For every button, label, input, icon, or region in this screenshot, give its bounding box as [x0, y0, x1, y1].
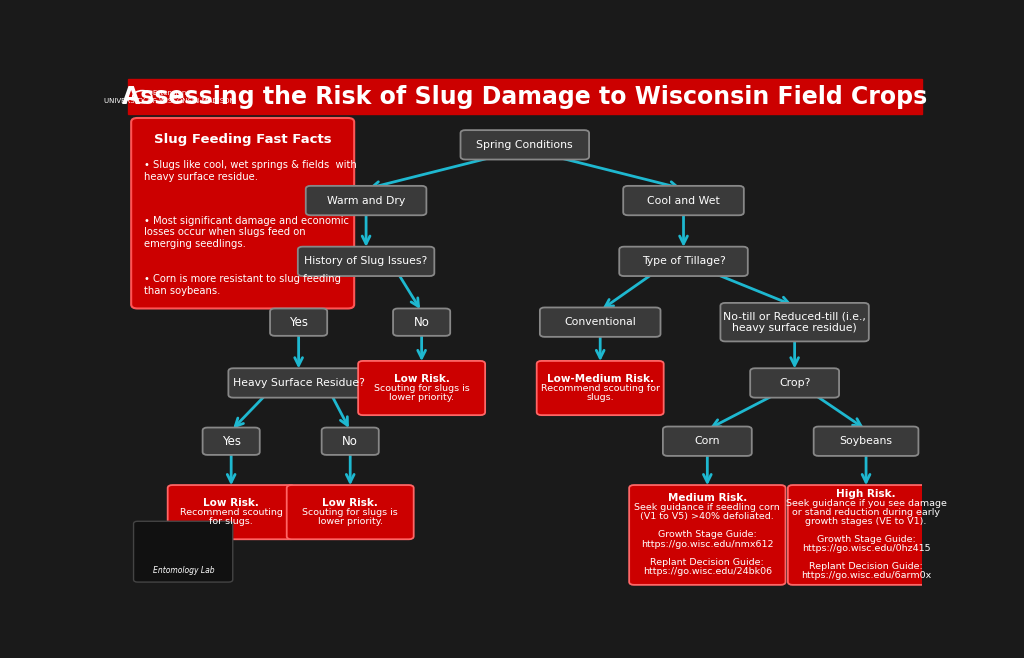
FancyBboxPatch shape [168, 485, 295, 540]
Text: High Risk.: High Risk. [837, 489, 896, 499]
FancyBboxPatch shape [629, 485, 785, 585]
Text: No-till or Reduced-till (i.e.,
heavy surface residue): No-till or Reduced-till (i.e., heavy sur… [723, 311, 866, 333]
Text: Low-Medium Risk.: Low-Medium Risk. [547, 374, 653, 384]
Text: Seek guidance if seedling corn: Seek guidance if seedling corn [635, 503, 780, 512]
FancyBboxPatch shape [322, 428, 379, 455]
FancyBboxPatch shape [133, 521, 232, 582]
Text: lower priority.: lower priority. [317, 517, 383, 526]
Text: Scouting for slugs is: Scouting for slugs is [302, 508, 398, 517]
FancyBboxPatch shape [270, 309, 328, 336]
Text: Conventional: Conventional [564, 317, 636, 327]
FancyBboxPatch shape [537, 361, 664, 415]
Text: Heavy Surface Residue?: Heavy Surface Residue? [232, 378, 365, 388]
Text: Scouting for slugs is: Scouting for slugs is [374, 384, 470, 393]
Text: https://go.wisc.edu/nmx612: https://go.wisc.edu/nmx612 [641, 540, 773, 549]
FancyBboxPatch shape [203, 428, 260, 455]
Text: Recommend scouting for: Recommend scouting for [541, 384, 659, 393]
FancyBboxPatch shape [620, 247, 748, 276]
Text: slugs.: slugs. [587, 393, 614, 401]
FancyBboxPatch shape [358, 361, 485, 415]
Text: (V1 to V5) >40% defoliated.: (V1 to V5) >40% defoliated. [640, 512, 774, 521]
Text: Low Risk.: Low Risk. [203, 498, 259, 508]
Text: Warm and Dry: Warm and Dry [327, 195, 406, 205]
Text: Entomology Lab: Entomology Lab [153, 567, 214, 576]
FancyBboxPatch shape [814, 426, 919, 456]
Text: Slug Feeding Fast Facts: Slug Feeding Fast Facts [154, 133, 332, 146]
Text: Yes: Yes [221, 435, 241, 447]
Text: Medium Risk.: Medium Risk. [668, 494, 746, 503]
FancyBboxPatch shape [393, 309, 451, 336]
FancyBboxPatch shape [128, 79, 922, 114]
Text: Growth Stage Guide:: Growth Stage Guide: [817, 535, 915, 544]
Text: Seek guidance if you see damage: Seek guidance if you see damage [785, 499, 946, 507]
FancyBboxPatch shape [287, 485, 414, 540]
Text: Low Risk.: Low Risk. [393, 374, 450, 384]
Text: Corn: Corn [694, 436, 720, 446]
Text: History of Slug Issues?: History of Slug Issues? [304, 257, 428, 266]
Text: Type of Tillage?: Type of Tillage? [642, 257, 725, 266]
FancyBboxPatch shape [663, 426, 752, 456]
FancyBboxPatch shape [298, 247, 434, 276]
Text: https://go.wisc.edu/0hz415: https://go.wisc.edu/0hz415 [802, 544, 931, 553]
FancyBboxPatch shape [228, 368, 369, 397]
Text: https://go.wisc.edu/6arm0x: https://go.wisc.edu/6arm0x [801, 572, 931, 580]
Text: https://go.wisc.edu/24bk06: https://go.wisc.edu/24bk06 [643, 567, 772, 576]
Text: No: No [414, 316, 430, 328]
Text: Assessing the Risk of Slug Damage to Wisconsin Field Crops: Assessing the Risk of Slug Damage to Wis… [122, 85, 928, 109]
Text: Replant Decision Guide:: Replant Decision Guide: [650, 558, 764, 567]
Text: growth stages (VE to V1).: growth stages (VE to V1). [805, 517, 927, 526]
Text: Yes: Yes [289, 316, 308, 328]
FancyBboxPatch shape [461, 130, 589, 159]
Text: Replant Decision Guide:: Replant Decision Guide: [809, 563, 923, 571]
Text: for slugs.: for slugs. [209, 517, 253, 526]
Text: Low Risk.: Low Risk. [323, 498, 378, 508]
Text: or stand reduction during early: or stand reduction during early [792, 508, 940, 517]
FancyBboxPatch shape [751, 368, 839, 397]
Text: Cool and Wet: Cool and Wet [647, 195, 720, 205]
Text: Recommend scouting: Recommend scouting [180, 508, 283, 517]
FancyBboxPatch shape [721, 303, 868, 342]
Text: Crop?: Crop? [779, 378, 810, 388]
Text: Soybeans: Soybeans [840, 436, 893, 446]
FancyBboxPatch shape [787, 485, 944, 585]
FancyBboxPatch shape [131, 118, 354, 309]
Text: • Corn is more resistant to slug feeding
than soybeans.: • Corn is more resistant to slug feeding… [143, 274, 341, 295]
Text: Spring Conditions: Spring Conditions [476, 140, 573, 150]
Text: Extension
UNIVERSITY OF WISCONSIN-MADISON: Extension UNIVERSITY OF WISCONSIN-MADISO… [103, 89, 234, 104]
FancyBboxPatch shape [306, 186, 426, 215]
FancyBboxPatch shape [540, 307, 660, 337]
Text: No: No [342, 435, 358, 447]
FancyBboxPatch shape [624, 186, 743, 215]
Text: • Slugs like cool, wet springs & fields  with
heavy surface residue.: • Slugs like cool, wet springs & fields … [143, 160, 356, 182]
Text: Growth Stage Guide:: Growth Stage Guide: [658, 530, 757, 540]
Text: • Most significant damage and economic
losses occur when slugs feed on
emerging : • Most significant damage and economic l… [143, 216, 349, 249]
Text: lower priority.: lower priority. [389, 393, 454, 401]
